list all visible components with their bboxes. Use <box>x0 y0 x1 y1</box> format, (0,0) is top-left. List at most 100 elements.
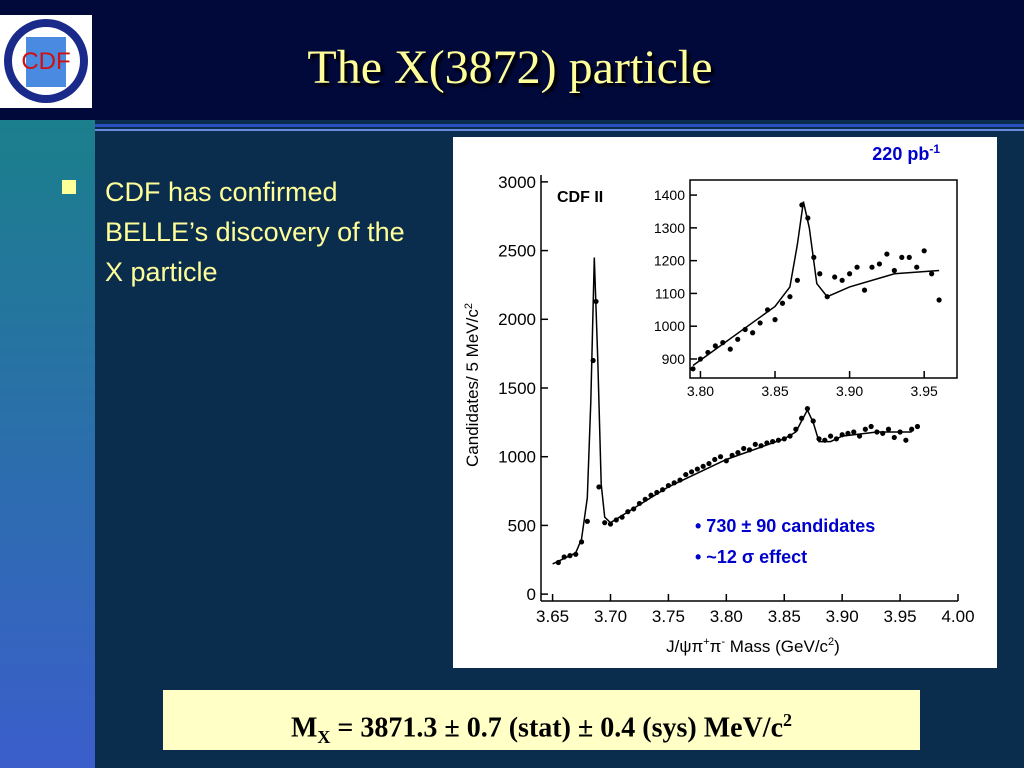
data-point <box>856 433 863 439</box>
fit-curve <box>692 201 940 367</box>
bullet-mark <box>62 180 76 194</box>
data-point <box>805 215 811 221</box>
y-label-text: Candidates/ 5 MeV/c <box>463 309 482 467</box>
data-point <box>741 445 747 452</box>
data-point <box>794 277 800 283</box>
luminosity-text: 220 pb <box>872 144 929 164</box>
data-point <box>642 496 648 502</box>
data-point <box>833 436 839 442</box>
data-point <box>654 489 660 496</box>
data-point <box>764 440 770 446</box>
data-point <box>665 482 672 489</box>
data-point <box>903 437 909 443</box>
y-tick-label: 0 <box>527 585 536 604</box>
logo-text: CDF <box>21 48 70 75</box>
slide-title: The X(3872) particle <box>307 41 713 94</box>
x-tick-label: 3.65 <box>536 607 569 626</box>
x-tick-label: 3.70 <box>594 607 627 626</box>
data-point <box>787 294 793 300</box>
data-point <box>770 438 776 445</box>
data-point <box>810 418 816 424</box>
data-point <box>799 415 805 421</box>
data-point <box>677 477 683 483</box>
data-point <box>847 271 853 277</box>
data-point <box>909 426 915 432</box>
data-point <box>636 500 643 507</box>
data-point <box>694 466 700 472</box>
data-point <box>690 366 696 372</box>
data-point <box>839 277 845 283</box>
logo: CDF <box>0 15 92 108</box>
data-point <box>817 271 823 277</box>
data-point <box>727 346 733 352</box>
x-tick-label: 3.90 <box>826 607 859 626</box>
side-bar <box>0 120 95 768</box>
data-point <box>578 539 585 545</box>
data-point <box>758 443 764 449</box>
data-point <box>573 551 579 557</box>
data-point <box>899 254 905 260</box>
data-point <box>706 460 712 467</box>
luminosity: 220 pb-1 <box>872 142 940 164</box>
data-point <box>746 447 753 453</box>
y-axis-label: Candidates/ 5 MeV/c2 <box>463 303 482 467</box>
x-tick-label: 3.85 <box>768 607 801 626</box>
luminosity-exp: -1 <box>929 142 940 156</box>
data-point <box>717 454 724 460</box>
data-point <box>660 487 666 493</box>
x-label-text: π <box>710 637 722 656</box>
x-tick-label: 3.95 <box>884 607 917 626</box>
x-label-sup: 2 <box>828 636 834 648</box>
data-point <box>752 441 758 447</box>
data-point <box>822 437 828 443</box>
x-tick-label: 4.00 <box>941 607 974 626</box>
data-point <box>839 432 845 438</box>
data-point <box>720 339 726 346</box>
result-sub: X <box>317 726 331 747</box>
data-point <box>827 433 834 439</box>
y-label-sup: 2 <box>463 303 475 309</box>
data-point <box>607 521 614 527</box>
data-point <box>772 317 778 323</box>
y-tick-label: 1000 <box>654 318 685 334</box>
data-point <box>712 343 718 349</box>
bullet-text: CDF has confirmed BELLE’s discovery of t… <box>105 177 405 287</box>
data-point <box>735 336 741 342</box>
y-tick-label: 1400 <box>654 187 685 203</box>
x-tick-label: 3.75 <box>652 607 685 626</box>
data-point <box>593 298 599 305</box>
data-point <box>712 456 718 463</box>
data-point <box>832 274 838 280</box>
data-point <box>779 300 786 306</box>
data-point <box>862 426 868 432</box>
data-point <box>851 429 857 435</box>
rule <box>95 124 1024 127</box>
rule <box>95 129 1024 131</box>
data-point <box>625 509 631 515</box>
data-point <box>697 356 704 362</box>
inset-frame <box>689 179 958 379</box>
data-point <box>799 202 805 208</box>
data-point <box>816 436 822 442</box>
y-tick-label: 1200 <box>654 253 685 269</box>
data-point <box>683 471 689 478</box>
y-tick-label: 1500 <box>498 379 536 398</box>
x-tick-label: 3.80 <box>710 607 743 626</box>
data-point <box>596 484 602 490</box>
data-point <box>750 330 756 336</box>
y-tick-label: 1300 <box>654 220 685 236</box>
result-box: MX = 3871.3 ± 0.7 (stat) ± 0.4 (sys) MeV… <box>163 690 920 750</box>
result-sup: 2 <box>783 710 793 730</box>
data-point <box>929 271 935 277</box>
data-point <box>845 430 851 436</box>
data-point <box>936 297 942 303</box>
data-point <box>688 469 695 475</box>
data-point <box>705 349 711 356</box>
data-point <box>861 287 868 293</box>
data-point <box>885 426 892 432</box>
result-text: M <box>290 712 318 744</box>
data-point <box>584 518 590 524</box>
x-label-text: Mass (GeV/c <box>725 637 828 656</box>
data-point <box>876 261 883 267</box>
data-point <box>555 559 561 566</box>
